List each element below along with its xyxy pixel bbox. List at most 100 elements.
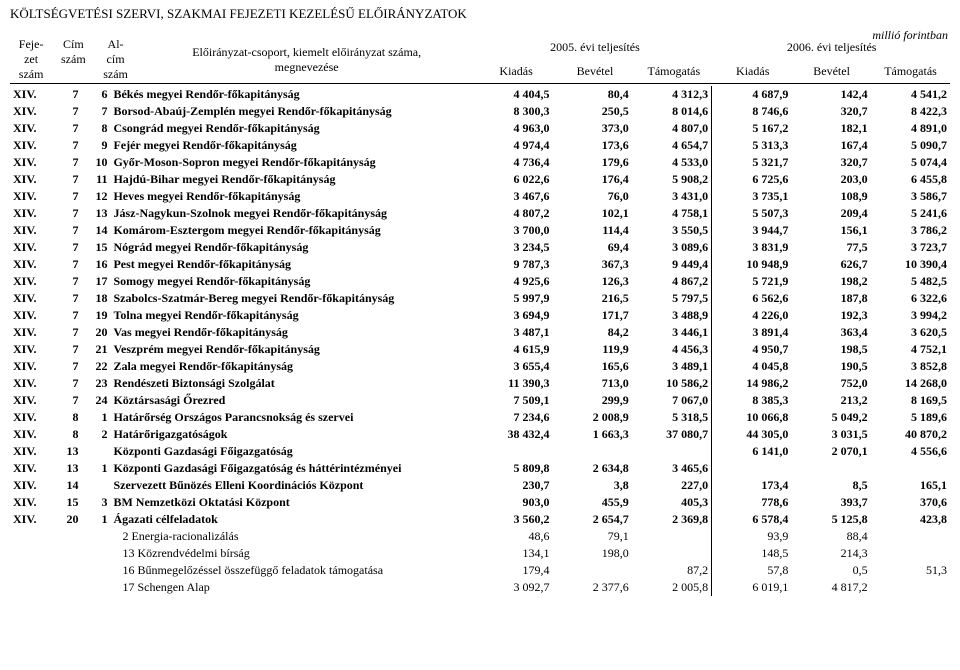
- cell: [52, 562, 81, 579]
- cell: 8 169,5: [871, 392, 950, 409]
- cell: 2 005,8: [632, 579, 712, 596]
- cell: XIV.: [10, 273, 52, 290]
- cell: [52, 528, 81, 545]
- cell: 3 586,7: [871, 188, 950, 205]
- cell: 3 234,5: [473, 239, 552, 256]
- h-bevetel-2006: Bevétel: [792, 59, 871, 83]
- cell: 1: [81, 460, 110, 477]
- cell: [10, 562, 52, 579]
- table-row: XIV.718Szabolcs-Szatmár-Bereg megyei Ren…: [10, 290, 950, 307]
- cell: 119,9: [553, 341, 632, 358]
- cell: XIV.: [10, 375, 52, 392]
- cell: 38 432,4: [473, 426, 552, 443]
- cell: [10, 579, 52, 596]
- table-row: XIV.711Hajdú-Bihar megyei Rendőr-főkapit…: [10, 171, 950, 188]
- cell: 227,0: [632, 477, 712, 494]
- cell: 5 189,6: [871, 409, 950, 426]
- cell: [871, 545, 950, 562]
- cell: 17 Schengen Alap: [110, 579, 473, 596]
- table-row: XIV.724Köztársasági Őrezred7 509,1299,97…: [10, 392, 950, 409]
- cell: XIV.: [10, 171, 52, 188]
- cell: 3 465,6: [632, 460, 712, 477]
- cell: 7: [52, 273, 81, 290]
- cell: Határőrigazgatóságok: [110, 426, 473, 443]
- cell: 3 735,1: [712, 188, 792, 205]
- cell: 4 925,6: [473, 273, 552, 290]
- cell: 3 031,5: [791, 426, 870, 443]
- cell: 4 891,0: [871, 120, 950, 137]
- cell: 4 867,2: [632, 273, 712, 290]
- cell: 5 721,9: [712, 273, 792, 290]
- cell: 4 950,7: [712, 341, 792, 358]
- cell: 148,5: [712, 545, 792, 562]
- cell: 190,5: [791, 358, 870, 375]
- cell: 6 322,6: [871, 290, 950, 307]
- cell: Vas megyei Rendőr-főkapitányság: [110, 324, 473, 341]
- cell: 23: [81, 375, 110, 392]
- cell: 6 455,8: [871, 171, 950, 188]
- cell: 5 797,5: [632, 290, 712, 307]
- cell: 4 226,0: [712, 307, 792, 324]
- cell: 14: [81, 222, 110, 239]
- cell: 203,0: [791, 171, 870, 188]
- cell: 7: [52, 86, 81, 103]
- cell: XIV.: [10, 460, 52, 477]
- cell: 3 467,6: [473, 188, 552, 205]
- cell: 6 725,6: [712, 171, 792, 188]
- cell: 134,1: [473, 545, 552, 562]
- cell: 176,4: [553, 171, 632, 188]
- cell: [473, 443, 552, 460]
- col-alcim: Al- cím szám: [94, 36, 136, 84]
- cell: 7: [52, 392, 81, 409]
- cell: 8 014,6: [632, 103, 712, 120]
- cell: 198,2: [791, 273, 870, 290]
- cell: 2 654,7: [553, 511, 632, 528]
- cell: 15: [81, 239, 110, 256]
- cell: 4 736,4: [473, 154, 552, 171]
- table-row: 17 Schengen Alap3 092,72 377,62 005,86 0…: [10, 579, 950, 596]
- cell: 2: [81, 426, 110, 443]
- cell: 626,7: [791, 256, 870, 273]
- cell: 8 422,3: [871, 103, 950, 120]
- cell: Fejér megyei Rendőr-főkapitányság: [110, 137, 473, 154]
- cell: Pest megyei Rendőr-főkapitányság: [110, 256, 473, 273]
- cell: 1 663,3: [553, 426, 632, 443]
- cell: 4 456,3: [632, 341, 712, 358]
- cell: Borsod-Abaúj-Zemplén megyei Rendőr-főkap…: [110, 103, 473, 120]
- cell: 16 Bűnmegelőzéssel összefüggő feladatok …: [110, 562, 473, 579]
- cell: [10, 545, 52, 562]
- cell: 187,8: [791, 290, 870, 307]
- cell: 4 687,9: [712, 86, 792, 103]
- table-row: XIV.131Központi Gazdasági Főigazgatóság …: [10, 460, 950, 477]
- table-row: XIV.723Rendészeti Biztonsági Szolgálat11…: [10, 375, 950, 392]
- cell: 713,0: [553, 375, 632, 392]
- cell: 3 852,8: [871, 358, 950, 375]
- cell: 44 305,0: [712, 426, 792, 443]
- cell: XIV.: [10, 205, 52, 222]
- cell: 3 488,9: [632, 307, 712, 324]
- header-table: Feje- zet szám Cím szám Al- cím szám Elő…: [10, 36, 950, 84]
- cell: XIV.: [10, 154, 52, 171]
- cell: 192,3: [791, 307, 870, 324]
- cell: 69,4: [553, 239, 632, 256]
- cell: XIV.: [10, 103, 52, 120]
- cell: 126,3: [553, 273, 632, 290]
- cell: 5 482,5: [871, 273, 950, 290]
- cell: 21: [81, 341, 110, 358]
- cell: 5 809,8: [473, 460, 552, 477]
- cell: [10, 528, 52, 545]
- cell: 3 089,6: [632, 239, 712, 256]
- h-tamogatas-2006: Támogatás: [871, 59, 950, 83]
- table-row: XIV.78Csongrád megyei Rendőr-főkapitánys…: [10, 120, 950, 137]
- cell: [81, 528, 110, 545]
- cell: 7 067,0: [632, 392, 712, 409]
- cell: 5 997,9: [473, 290, 552, 307]
- cell: [553, 562, 632, 579]
- cell: XIV.: [10, 86, 52, 103]
- table-row: XIV.717Somogy megyei Rendőr-főkapitánysá…: [10, 273, 950, 290]
- cell: [81, 562, 110, 579]
- cell: 7: [52, 256, 81, 273]
- cell: 9: [81, 137, 110, 154]
- cell: 48,6: [473, 528, 552, 545]
- cell: 4 541,2: [871, 86, 950, 103]
